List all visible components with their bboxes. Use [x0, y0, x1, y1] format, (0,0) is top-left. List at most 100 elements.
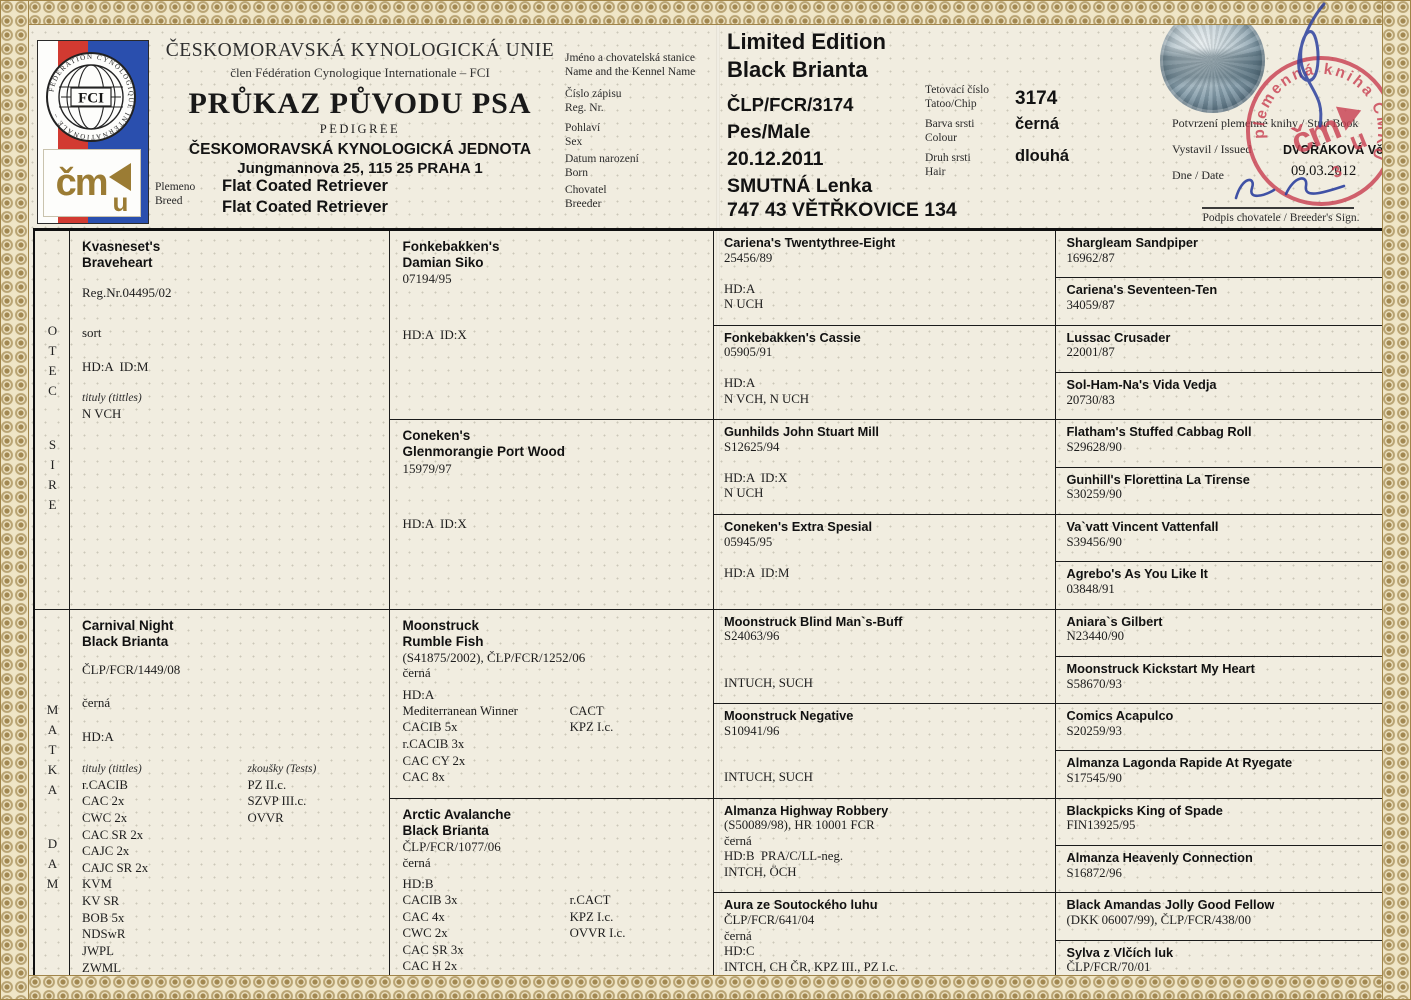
dog-name: Agrebo's As You Like It: [1066, 566, 1208, 582]
dog-colour: [724, 266, 1046, 282]
pedigree-cell: Fonkebakken's Damian Siko 07194/95 HD:A …: [390, 231, 714, 421]
dog-name: Flatham's Stuffed Cabbag Roll: [1066, 424, 1252, 440]
pedigree-grid: Kvasneset's Braveheart Reg.Nr.04495/02 s…: [70, 231, 1402, 988]
dog-reg: FIN13925/95: [1066, 818, 1136, 833]
dog-name: Fonkebakken's Damian Siko: [402, 239, 500, 271]
dam-gutter: MATKA DAM: [35, 610, 69, 988]
dog-titles: N VCH, N UCH: [723, 391, 810, 406]
pedigree-cell: Aniara`s Gilbert N23440/90: [1056, 610, 1402, 657]
dog-name-label-cz: Jméno a chovatelská stanice: [565, 52, 695, 64]
dog-name: Almanza Lagonda Rapide At Ryegate: [1066, 755, 1293, 771]
dog-tests: CACT KPZ I.c.: [569, 703, 614, 735]
pedigree-cell: Flatham's Stuffed Cabbag Roll S29628/90: [1056, 420, 1402, 468]
dog-reg: 05945/95: [723, 534, 773, 549]
tattoo-label: Tetovací číslo Tatoo/Chip: [925, 84, 989, 112]
pedigree-cell: Coneken's Glenmorangie Port Wood 15979/9…: [390, 420, 714, 610]
dog-name: Sylva z Vlčích luk: [1066, 944, 1174, 960]
dog-reg: 20730/83: [1066, 392, 1115, 407]
pedigree-cell: Sylva z Vlčích luk ČLP/FCR/70/01: [1056, 941, 1402, 988]
pedigree-cell: Sol-Ham-Na's Vida Vedja 20730/83: [1056, 373, 1402, 421]
dog-reg: 07194/95: [402, 271, 452, 287]
pedigree-cell: Gunhill's Florettina La Tirense S30259/9…: [1056, 468, 1402, 515]
pedigree-cell: Aura ze Soutockého luhu ČLP/FCR/641/04 č…: [714, 893, 1057, 988]
titles-label: tituly (tittles): [82, 762, 142, 775]
hologram-seal: [1160, 8, 1265, 113]
dog-colour: černá: [82, 695, 111, 711]
cmu-triangle-icon: [108, 163, 131, 191]
dog-name: Coneken's Glenmorangie Port Wood: [402, 428, 565, 460]
dog-name-label: Jméno a chovatelská stanice Name and the…: [565, 52, 695, 80]
breed-label: Plemeno Breed: [155, 181, 195, 209]
dog-reg: 16962/87: [1066, 250, 1115, 265]
cmu-letters: čm: [55, 162, 109, 204]
dog-health: HD:C: [723, 944, 755, 959]
dog-health: HD:A: [723, 281, 756, 296]
born-label-en: Born: [565, 166, 588, 179]
breed-label-cz: Plemeno: [155, 181, 196, 193]
dog-reg: S58670/93: [1066, 676, 1122, 691]
pedigree-cell: Moonstruck Kickstart My Heart S58670/93: [1056, 657, 1402, 705]
dog-reg: ČLP/FCR/1449/08: [82, 661, 181, 677]
dog-health: HD:A ID:X: [402, 516, 467, 532]
dog-health: HD:B: [402, 876, 434, 892]
hair-label-cz: Druh srsti: [925, 152, 971, 164]
dog-reg: S10941/96: [723, 723, 780, 738]
dog-colour: [724, 455, 1046, 471]
dog-reg: S12625/94: [723, 439, 780, 454]
pedigree-cell: Moonstruck Blind Man`s-Buff S24063/96 IN…: [713, 609, 1057, 705]
dog-name: Carnival Night Black Brianta: [82, 617, 174, 649]
dog-health: HD:A: [82, 729, 114, 745]
dog-name: Fonkebakken's Cassie: [723, 329, 861, 345]
organization-name: ČESKOMORAVSKÁ KYNOLOGICKÁ JEDNOTA: [188, 141, 532, 158]
dog-name: Black Amandas Jolly Good Fellow: [1066, 897, 1275, 913]
dog-colour: černá: [723, 833, 752, 848]
dog-reg: ČLP/FCR/641/04: [723, 913, 815, 928]
breeder-signature: [1234, 177, 1346, 200]
dog-reg: S17545/90: [1066, 771, 1122, 786]
dog-titles: r.CACIB CAC 2x CWC 2x CAC SR 2x CAJC 2x …: [82, 777, 149, 975]
sex-label-en: Sex: [565, 135, 583, 148]
dog-health: HD:B PRA/C/LL-neg.: [723, 849, 844, 864]
cmu-letter-u: u: [112, 187, 129, 217]
dog-health: HD:A ID:M: [82, 358, 149, 374]
dog-name: Aniara`s Gilbert: [1066, 613, 1163, 629]
dog-health: HD:A: [402, 687, 435, 703]
pedigree-cell: Moonstruck Negative S10941/96 INTUCH, SU…: [713, 704, 1057, 799]
paper-fold-crease: [716, 0, 720, 1000]
dog-titles: INTUCH, SUCH: [723, 675, 813, 690]
dog-colour: [724, 645, 1046, 661]
union-subtitle: člen Fédération Cynologique Internationa…: [230, 65, 490, 80]
stamp-cmu-triangle: [1335, 106, 1362, 131]
titles-label: tituly (tittles): [82, 392, 142, 405]
matka-vertical-label: MATKA: [45, 702, 60, 802]
dog-health: [724, 660, 1046, 676]
dog-name: Gunhill's Florettina La Tirense: [1066, 471, 1250, 487]
titles-tests-columns: tituly (tittles) r.CACIB CAC 2x CWC 2x C…: [82, 763, 377, 977]
pedigree-table: OTEC SIRE MATKA DAM Kvasneset's Bravehea…: [33, 228, 1404, 990]
dog-name: Shargleam Sandpiper: [1066, 235, 1199, 250]
fci-text: FCI: [78, 91, 104, 107]
sire-vertical-label: SIRE: [45, 437, 60, 517]
studbook-signature: [1297, 2, 1326, 128]
dog-tests: PZ II.c. SZVP III.c. OVVR: [247, 777, 307, 825]
pedigree-cell: Gunhilds John Stuart Mill S12625/94 HD:A…: [713, 420, 1057, 515]
born-label-cz: Datum narození: [565, 153, 639, 165]
dog-reg: S30259/90: [1066, 487, 1122, 502]
colour-label-en: Colour: [925, 131, 957, 144]
pedigree-cell: Almanza Highway Robbery (S50089/98), HR …: [713, 798, 1057, 894]
pedigree-cell: Almanza Lagonda Rapide At Ryegate S17545…: [1056, 751, 1402, 799]
colour-label: Barva srsti Colour: [925, 118, 975, 146]
hair-label-en: Hair: [925, 165, 946, 178]
dog-name: Cariena's Seventeen-Ten: [1066, 282, 1218, 298]
dog-titles: N UCH: [723, 297, 764, 312]
dog-name: Va`vatt Vincent Vattenfall: [1066, 518, 1219, 534]
tests-label: zkoušky (Tests): [247, 762, 317, 775]
hair-label: Druh srsti Hair: [925, 152, 971, 180]
dog-reg: (DKK 06007/99), ČLP/FCR/438/00: [1066, 913, 1251, 928]
ornamental-border-bottom: [0, 975, 1411, 1000]
dog-reg: 34059/87: [1066, 298, 1115, 313]
dog-name: Coneken's Extra Spesial: [723, 518, 873, 534]
dog-titles: N VCH: [82, 407, 122, 422]
breeder-sign-label: Podpis chovatele / Breeder's Sign.: [1202, 212, 1360, 224]
